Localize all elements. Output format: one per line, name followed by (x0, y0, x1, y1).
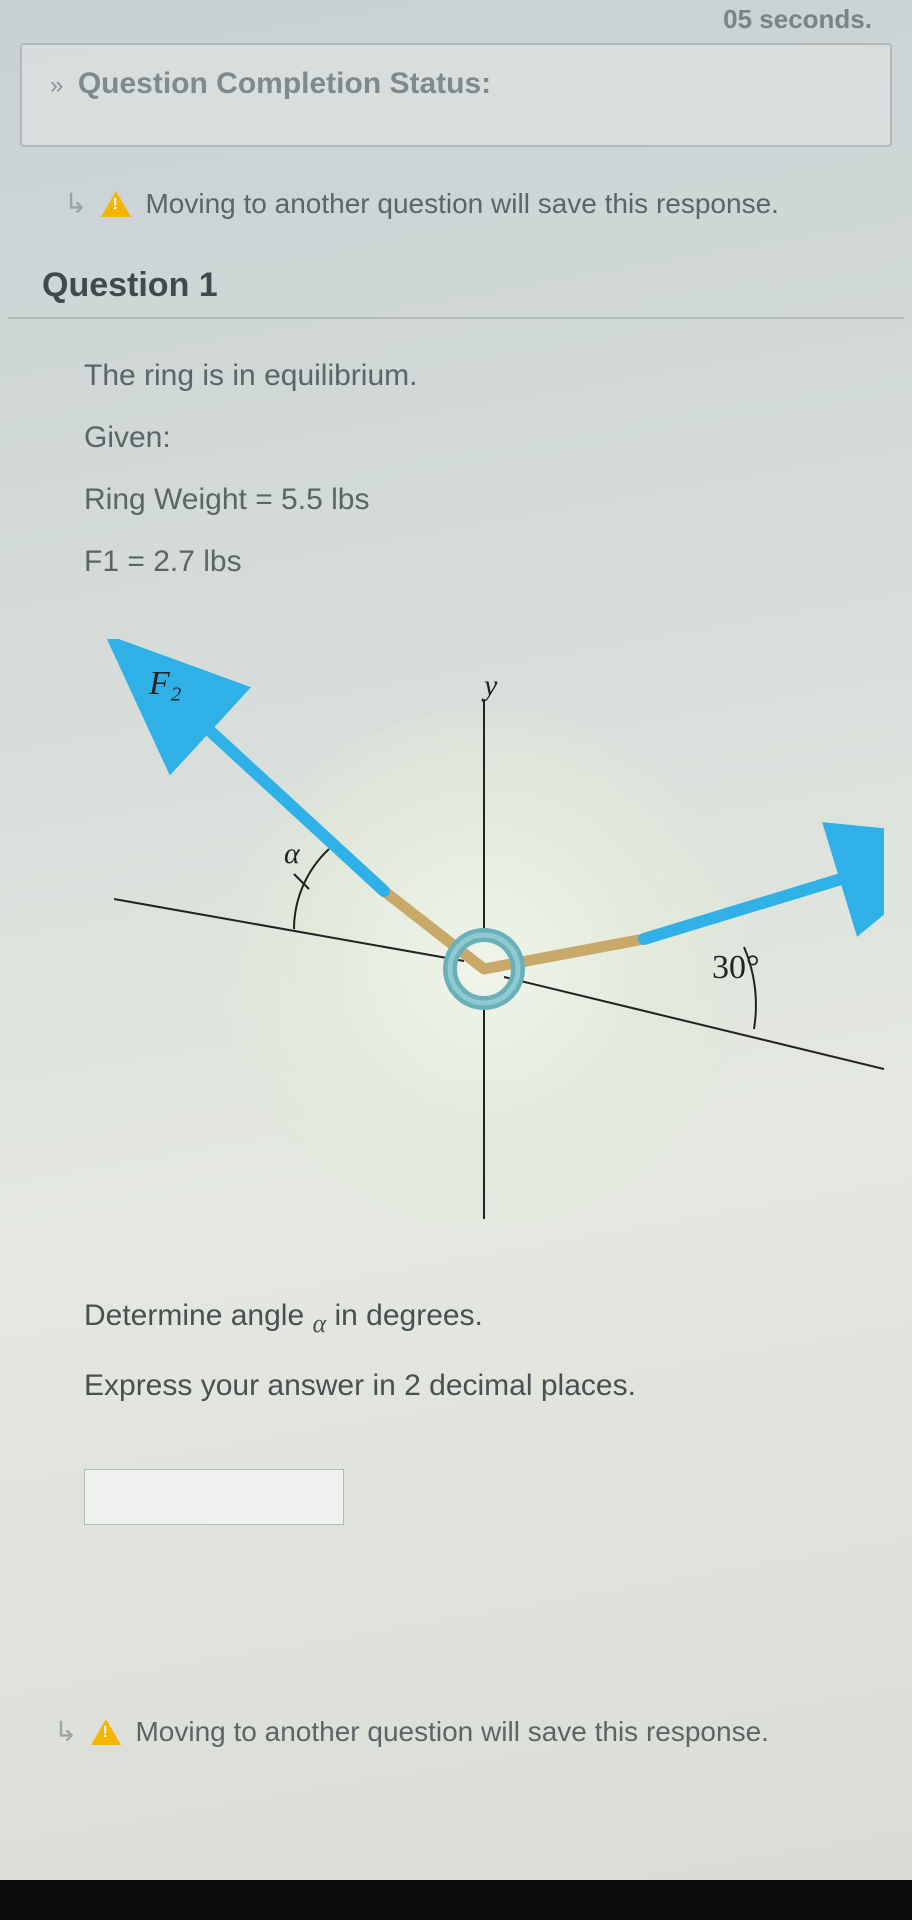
alert-banner-top: ↳ Moving to another question will save t… (0, 147, 912, 246)
chevron-double-down-icon: » (50, 72, 63, 99)
task-text: in degrees. (326, 1299, 483, 1332)
body-line: F1 = 2.7 lbs (84, 545, 872, 579)
task-text: Determine angle (84, 1299, 312, 1332)
alert-banner-bottom: ↳ Moving to another question will save t… (0, 1705, 912, 1778)
timer-text: 05 seconds. (0, 0, 912, 43)
alpha-symbol: α (312, 1309, 326, 1338)
task-line-2: Express your answer in 2 decimal places. (84, 1369, 872, 1403)
body-line: Given: (84, 421, 872, 455)
task-line-1: Determine angle α in degrees. (84, 1299, 872, 1339)
alert-text: Moving to another question will save thi… (145, 188, 778, 220)
label-30deg: 30° (712, 949, 760, 987)
body-line: The ring is in equilibrium. (84, 359, 872, 393)
warning-icon (91, 1719, 121, 1745)
label-y: y (484, 669, 497, 703)
bottom-bar (0, 1880, 912, 1920)
arrow-right-icon: ↳ (54, 1715, 77, 1748)
label-f2: F₂ (149, 665, 182, 703)
arrow-right-icon: ↳ (64, 187, 87, 220)
question-body: The ring is in equilibrium. Given: Ring … (0, 319, 912, 1705)
label-alpha: α (284, 837, 300, 871)
answer-input[interactable] (84, 1469, 344, 1525)
alert-text: Moving to another question will save thi… (135, 1716, 768, 1748)
warning-icon (101, 191, 131, 217)
question-title: Question 1 (8, 246, 904, 319)
status-label: Question Completion Status: (78, 67, 491, 100)
force-diagram: F₂ y α 30° (84, 639, 884, 1259)
status-box: » Question Completion Status: (20, 43, 892, 147)
body-line: Ring Weight = 5.5 lbs (84, 483, 872, 517)
